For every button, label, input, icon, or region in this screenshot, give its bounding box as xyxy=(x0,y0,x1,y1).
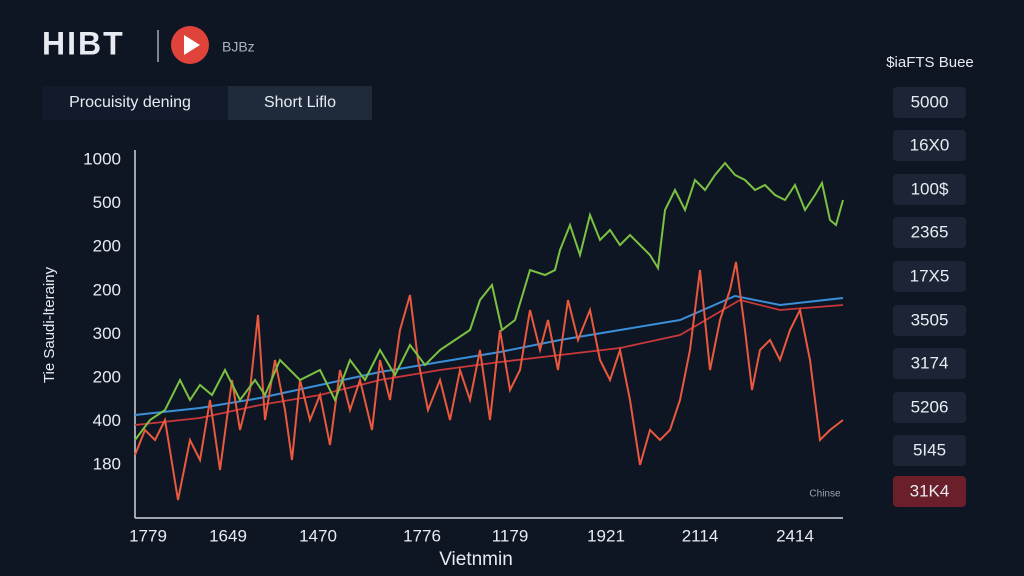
y-tick-label: 200 xyxy=(93,280,121,299)
y-tick-label: 200 xyxy=(93,367,121,386)
side-button[interactable] xyxy=(893,305,966,336)
side-button-label: 100$ xyxy=(911,179,949,198)
x-tick-label: 1921 xyxy=(587,526,625,545)
y-tick-label: 500 xyxy=(93,193,121,212)
y-axis-label: Tie Saudi-lterainy xyxy=(41,266,58,383)
play-glyph xyxy=(184,35,200,55)
y-tick-label: 300 xyxy=(93,324,121,343)
subtitle: BJBz xyxy=(222,39,255,55)
side-button-label: 2365 xyxy=(911,222,949,241)
x-ticks: 1779 1649 1470 1776 1179 1921 2114 2414 xyxy=(129,526,814,545)
tab[interactable] xyxy=(42,86,228,120)
side-button[interactable] xyxy=(893,87,966,118)
side-button[interactable] xyxy=(893,435,966,466)
note: Chinse xyxy=(809,489,841,500)
x-tick-label: 1776 xyxy=(403,526,441,545)
x-tick-label: 2414 xyxy=(776,526,814,545)
side-button[interactable] xyxy=(893,217,966,248)
side-button-label: 5I45 xyxy=(913,440,946,459)
x-tick-label: 2114 xyxy=(682,526,719,545)
logo: HIBT xyxy=(42,25,125,61)
y-tick-label: 200 xyxy=(93,237,121,256)
side-button[interactable] xyxy=(893,476,966,507)
blue-line xyxy=(134,294,844,416)
side-button[interactable] xyxy=(893,174,966,205)
red-line xyxy=(134,261,844,501)
tab-label: Short Liflo xyxy=(264,94,336,111)
side-button-label: 5000 xyxy=(911,92,949,111)
x-tick-label: 1649 xyxy=(209,526,247,545)
green-line xyxy=(134,161,844,441)
side-button-label: 3505 xyxy=(911,310,949,329)
right-title: $iaFTS Buee xyxy=(886,54,974,71)
side-button[interactable] xyxy=(893,261,966,292)
x-axis-label: Vietnmin xyxy=(439,549,513,570)
side-buttons: 5000 16X0 100$ 2365 17X5 3505 3174 5206 5I45 31K4 xyxy=(893,87,966,507)
y-tick-label: 400 xyxy=(93,411,121,430)
side-button[interactable] xyxy=(893,130,966,161)
x-tick-label: 1470 xyxy=(299,526,337,545)
side-button[interactable] xyxy=(893,392,966,423)
x-tick-label: 1179 xyxy=(492,526,529,545)
side-button-label: 31K4 xyxy=(910,481,950,500)
side-button-label: 5206 xyxy=(911,397,949,416)
side-button-label: 3174 xyxy=(911,353,949,372)
x-tick-label: 1779 xyxy=(129,526,167,545)
side-button-label: 16X0 xyxy=(910,135,950,154)
y-tick-label: 1000 xyxy=(83,149,121,168)
y-tick-label: 180 xyxy=(93,455,121,474)
y-ticks: 1000 500 200 200 300 200 400 180 xyxy=(83,149,121,473)
side-button-label: 17X5 xyxy=(910,266,950,285)
tab-label: Procuisity dening xyxy=(69,94,191,111)
dark-red-line xyxy=(134,299,844,426)
side-button[interactable] xyxy=(893,348,966,379)
tab[interactable] xyxy=(228,86,372,120)
